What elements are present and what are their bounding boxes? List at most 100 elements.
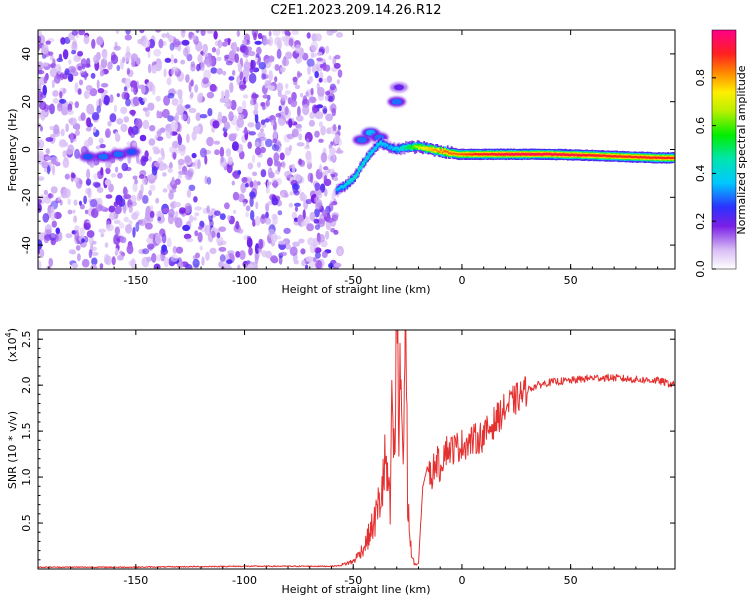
noise-speckle	[64, 68, 70, 76]
signal-trace-cell	[369, 152, 372, 155]
noise-speckle	[67, 198, 72, 206]
noise-speckle	[132, 182, 138, 193]
signal-trace-cell	[571, 153, 574, 156]
noise-speckle	[171, 201, 175, 210]
noise-speckle	[232, 69, 236, 76]
noise-speckle	[337, 147, 341, 154]
noise-speckle	[115, 30, 120, 35]
noise-speckle	[77, 65, 83, 71]
noise-speckle	[86, 230, 95, 238]
signal-trace-cell	[350, 179, 353, 183]
noise-speckle	[62, 49, 69, 60]
noise-speckle	[308, 119, 315, 127]
noise-speckle	[100, 83, 109, 88]
signal-trace-cell	[633, 156, 636, 158]
signal-trace-cell	[347, 182, 350, 184]
noise-speckle	[53, 128, 61, 138]
noise-speckle	[249, 98, 254, 107]
noise-speckle	[149, 125, 156, 132]
noise-speckle	[124, 52, 131, 62]
spectrogram-y-axis-label: Frequency (Hz)	[6, 109, 19, 192]
noise-speckle	[161, 151, 165, 160]
noise-speckle	[322, 78, 328, 83]
noise-speckle	[294, 44, 302, 54]
noise-speckle	[103, 95, 110, 106]
signal-trace-cell	[394, 147, 397, 149]
signal-trace-cell	[662, 156, 664, 159]
signal-trace-cell	[423, 146, 426, 150]
noise-speckle	[134, 178, 138, 185]
signal-trace-cell	[402, 146, 405, 151]
noise-speckle	[300, 248, 306, 255]
noise-speckle	[151, 65, 158, 74]
noise-speckle	[311, 104, 318, 114]
noise-speckle	[116, 118, 124, 125]
noise-speckle	[199, 114, 208, 119]
noise-speckle	[272, 129, 278, 141]
noise-speckle	[116, 93, 120, 98]
noise-speckle	[158, 38, 164, 49]
noise-speckle	[183, 233, 192, 240]
noise-speckle	[212, 120, 220, 129]
spectrogram-x-axis-label: Height of straight line (km)	[281, 283, 430, 296]
x-tick-label: -50	[344, 574, 362, 587]
noise-speckle	[175, 112, 179, 123]
signal-trace-cell	[539, 153, 542, 155]
noise-speckle	[298, 133, 303, 141]
signal-trace-cell	[549, 153, 552, 155]
x-tick-label: 50	[564, 274, 578, 287]
signal-trace-cell	[485, 153, 488, 156]
spectrogram-y-ticks: -40 -20 0 20 40	[20, 41, 675, 258]
signal-trace-cell	[470, 153, 473, 156]
noise-speckle	[268, 30, 272, 37]
noise-speckle	[200, 30, 206, 36]
noise-speckle	[131, 212, 139, 221]
signal-trace-cell	[342, 185, 345, 188]
noise-speckle	[328, 262, 334, 269]
noise-speckle	[60, 128, 65, 137]
y-tick-label: -40	[20, 236, 33, 254]
noise-speckle	[236, 47, 240, 52]
noise-speckle	[133, 85, 138, 96]
noise-speckle	[277, 90, 282, 97]
signal-trace-cell	[378, 143, 381, 145]
noise-speckle	[186, 133, 190, 144]
signal-trace-cell	[416, 145, 419, 148]
noise-speckle	[60, 106, 69, 116]
noise-speckle	[277, 118, 286, 127]
noise-speckle	[154, 233, 163, 245]
noise-speckle	[229, 82, 234, 93]
noise-speckle	[300, 194, 308, 202]
spectrogram-x-ticks: -150 -100 -50 0 50	[48, 30, 659, 287]
noise-speckle	[227, 37, 231, 46]
noise-speckle	[104, 179, 112, 186]
signal-trace-cell	[437, 150, 440, 153]
signal-trace-cell	[448, 152, 450, 155]
signal-trace-cell	[647, 156, 650, 159]
noise-speckle	[298, 158, 303, 165]
noise-speckle	[314, 130, 320, 138]
noise-speckle	[124, 34, 132, 41]
noise-speckle	[265, 250, 272, 259]
noise-speckle	[291, 91, 297, 102]
snr-scale-exponent: 4	[4, 332, 13, 337]
signal-trace-cell	[488, 153, 491, 156]
noise-speckle	[74, 225, 80, 232]
noise-speckle	[194, 206, 203, 211]
noise-speckle	[132, 175, 138, 180]
noise-speckle	[172, 246, 178, 254]
x-tick-label: 0	[458, 574, 465, 587]
noise-speckle	[232, 41, 238, 53]
noise-speckle	[91, 38, 96, 49]
signal-trace-cell	[444, 150, 446, 152]
noise-speckle	[91, 112, 100, 121]
noise-speckle	[181, 39, 190, 46]
noise-speckle	[50, 186, 58, 194]
noise-speckle	[332, 176, 339, 182]
signal-trace-cell	[335, 189, 338, 194]
noise-speckle	[292, 183, 300, 190]
noise-speckle	[221, 115, 228, 124]
noise-speckle	[147, 102, 155, 111]
noise-speckle	[306, 137, 310, 148]
